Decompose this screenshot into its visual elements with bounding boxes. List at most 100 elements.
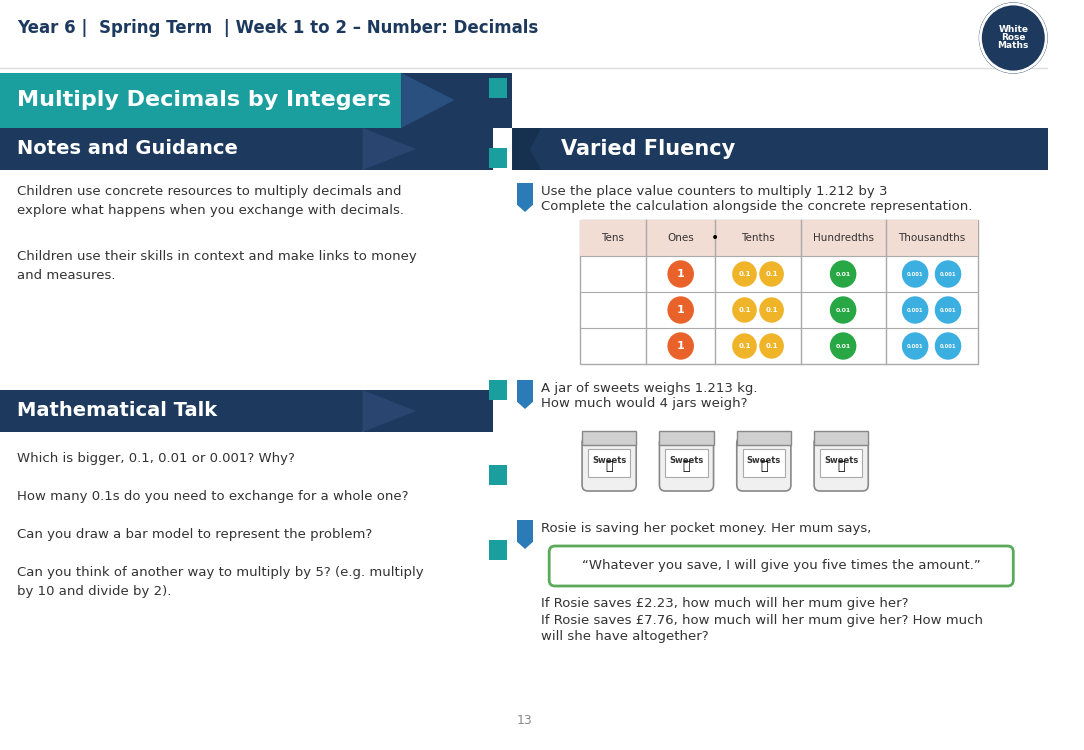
Text: Can you think of another way to multiply by 5? (e.g. multiply
by 10 and divide b: Can you think of another way to multiply… [17, 566, 424, 598]
Polygon shape [401, 73, 454, 128]
Text: 0.1: 0.1 [765, 271, 778, 277]
Text: 0.001: 0.001 [907, 344, 924, 349]
Polygon shape [401, 73, 513, 128]
Bar [489, 540, 506, 560]
Text: 0.1: 0.1 [738, 271, 751, 277]
Bar [743, 449, 785, 477]
Circle shape [733, 262, 757, 286]
Bar [489, 148, 506, 168]
Text: Mathematical Talk: Mathematical Talk [17, 401, 218, 421]
Text: 0.001: 0.001 [907, 272, 924, 277]
Text: 0.01: 0.01 [836, 344, 851, 349]
Polygon shape [513, 128, 541, 170]
Text: Varied Fluency: Varied Fluency [560, 139, 735, 159]
Text: Hundredths: Hundredths [813, 233, 874, 243]
Text: If Rosie saves £2.23, how much will her mum give her?: If Rosie saves £2.23, how much will her … [541, 597, 909, 610]
Text: Tenths: Tenths [741, 233, 775, 243]
Polygon shape [362, 128, 493, 170]
Text: Sweets: Sweets [669, 456, 704, 465]
Circle shape [980, 3, 1047, 73]
Text: Notes and Guidance: Notes and Guidance [17, 140, 238, 158]
Text: Sweets: Sweets [592, 456, 627, 465]
Text: 0.1: 0.1 [765, 343, 778, 349]
Circle shape [760, 334, 783, 358]
Text: 🍬: 🍬 [683, 460, 691, 473]
Text: 🍬: 🍬 [838, 460, 844, 473]
Text: 0.01: 0.01 [836, 308, 851, 313]
Polygon shape [0, 73, 425, 128]
Text: Sweets: Sweets [824, 456, 859, 465]
FancyBboxPatch shape [737, 437, 791, 491]
Bar [489, 465, 506, 485]
Bar [580, 220, 978, 256]
Polygon shape [362, 390, 416, 432]
Circle shape [830, 333, 855, 359]
Polygon shape [362, 128, 416, 170]
Text: 0.001: 0.001 [940, 344, 956, 349]
Circle shape [903, 333, 928, 359]
Text: Children use concrete resources to multiply decimals and
explore what happens wh: Children use concrete resources to multi… [17, 185, 404, 217]
Text: Use the place value counters to multiply 1.212 by 3: Use the place value counters to multiply… [541, 185, 888, 198]
Circle shape [903, 297, 928, 323]
Text: 0.1: 0.1 [738, 307, 751, 313]
Text: •: • [711, 231, 720, 245]
Bar [517, 520, 532, 542]
Circle shape [760, 262, 783, 286]
Text: Can you draw a bar model to represent the problem?: Can you draw a bar model to represent th… [17, 528, 373, 541]
Bar [588, 449, 631, 477]
Circle shape [830, 297, 855, 323]
Text: Multiply Decimals by Integers: Multiply Decimals by Integers [17, 91, 391, 110]
Polygon shape [517, 205, 532, 212]
Text: “Whatever you save, I will give you five times the amount.”: “Whatever you save, I will give you five… [582, 560, 981, 572]
Circle shape [668, 333, 694, 359]
Text: 1: 1 [676, 269, 685, 279]
Bar [820, 449, 863, 477]
Circle shape [733, 334, 757, 358]
FancyBboxPatch shape [582, 437, 636, 491]
Text: 0.1: 0.1 [765, 307, 778, 313]
Text: 13: 13 [516, 713, 532, 727]
Circle shape [935, 333, 960, 359]
Text: Year 6 |  Spring Term  | Week 1 to 2 – Number: Decimals: Year 6 | Spring Term | Week 1 to 2 – Num… [17, 19, 539, 37]
Bar [814, 431, 868, 445]
Circle shape [760, 298, 783, 322]
Text: 0.01: 0.01 [836, 272, 851, 277]
FancyBboxPatch shape [814, 437, 868, 491]
Text: Ones: Ones [668, 233, 694, 243]
Circle shape [982, 6, 1044, 70]
Polygon shape [517, 542, 532, 549]
Bar [517, 380, 532, 402]
Polygon shape [0, 390, 387, 432]
FancyBboxPatch shape [550, 546, 1014, 586]
Text: 1: 1 [676, 341, 685, 351]
Bar [489, 78, 506, 98]
Text: will she have altogether?: will she have altogether? [541, 630, 709, 643]
Text: If Rosie saves £7.76, how much will her mum give her? How much: If Rosie saves £7.76, how much will her … [541, 614, 983, 627]
Polygon shape [517, 402, 532, 409]
Text: Sweets: Sweets [747, 456, 780, 465]
Text: 0.1: 0.1 [738, 343, 751, 349]
Text: White: White [998, 26, 1029, 34]
Bar [666, 449, 708, 477]
Text: A jar of sweets weighs 1.213 kg.: A jar of sweets weighs 1.213 kg. [541, 382, 758, 395]
Polygon shape [0, 128, 387, 170]
Text: 🍬: 🍬 [605, 460, 612, 473]
Circle shape [668, 297, 694, 323]
Text: 0.001: 0.001 [940, 308, 956, 313]
Text: Thousandths: Thousandths [898, 233, 965, 243]
Text: Rose: Rose [1001, 34, 1025, 43]
Text: 0.001: 0.001 [940, 272, 956, 277]
Bar [737, 431, 791, 445]
Bar [513, 128, 1048, 170]
Bar [489, 380, 506, 400]
Text: 0.001: 0.001 [907, 308, 924, 313]
Polygon shape [362, 390, 493, 432]
Text: 🍬: 🍬 [760, 460, 767, 473]
Circle shape [733, 298, 757, 322]
Circle shape [830, 261, 855, 287]
Text: 1: 1 [676, 305, 685, 315]
Bar [517, 183, 532, 205]
Text: Maths: Maths [997, 41, 1029, 50]
Circle shape [668, 261, 694, 287]
Bar [659, 431, 713, 445]
